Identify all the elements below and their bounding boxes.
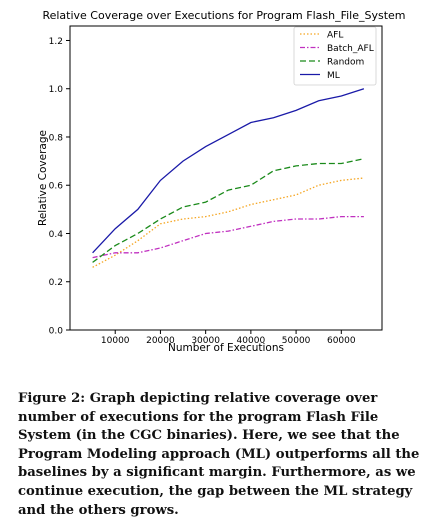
series-lines [92,88,365,268]
series-line-batch-afl [92,215,364,259]
y-tick-label: 0.4 [49,230,64,240]
legend-label: Random [327,58,364,68]
x-tick-label: 10000 [101,336,130,346]
series-line-random [92,158,365,263]
plot-frame [69,25,383,331]
y-tick-label: 0.8 [49,133,64,143]
y-tick-label: 0.6 [49,182,64,192]
figure-caption: Figure 2: Graph depicting relative cover… [18,391,420,518]
y-tick-label: 1.0 [49,85,64,95]
line-chart: Relative Coverage over Executions for Pr… [37,9,406,354]
chart-title: Relative Coverage over Executions for Pr… [42,9,405,22]
x-tick-label: 40000 [237,336,266,346]
y-tick-label: 0.0 [49,327,64,337]
y-tick-label: 0.2 [49,278,63,288]
series-line-afl [92,177,364,268]
x-tick-label: 30000 [191,336,220,346]
legend-label: AFL [327,31,343,41]
y-axis-ticks: 0.0 0.2 0.4 0.6 0.8 1.0 1.2 [49,37,70,337]
legend-label: ML [327,71,340,81]
x-tick-label: 20000 [146,336,175,346]
legend-label: Batch_AFL [327,44,374,54]
legend-box [293,26,377,86]
x-axis-label: Number of Executions [168,342,284,354]
x-tick-label: 60000 [327,336,356,346]
y-tick-label: 1.2 [49,37,63,47]
x-axis-ticks: 10000 20000 30000 40000 50000 60000 [101,330,356,346]
chart-figure: Relative Coverage over Executions for Pr… [37,9,406,354]
series-line-ml [92,88,365,254]
y-axis-label: Relative Coverage [37,130,49,226]
x-tick-label: 50000 [282,336,311,346]
legend: AFL Batch_AFL Random ML [293,26,377,86]
